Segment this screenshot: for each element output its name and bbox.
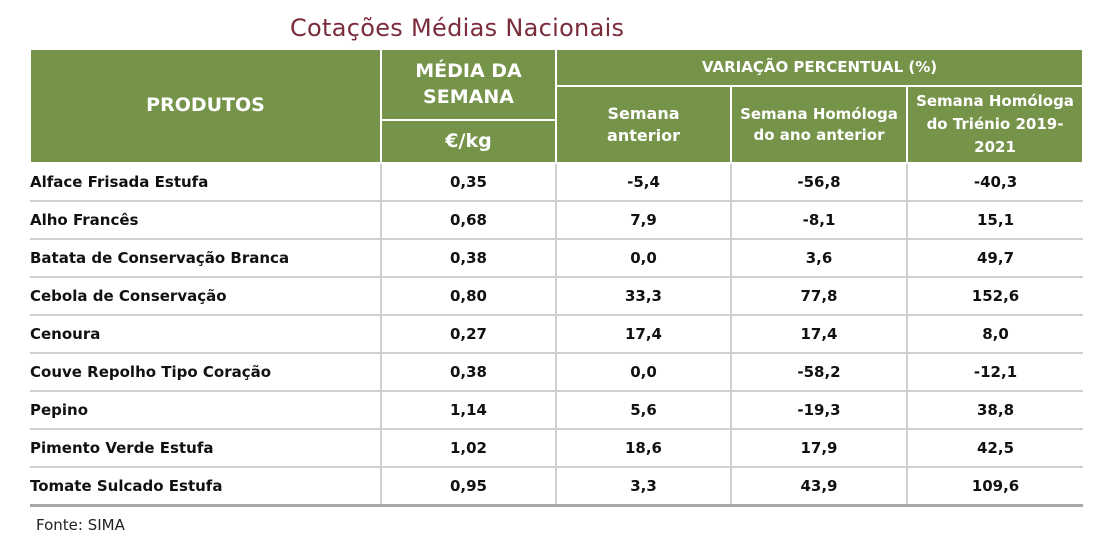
product-name: Cenoura	[30, 315, 381, 354]
product-name: Alface Frisada Estufa	[30, 163, 381, 202]
var-triennium: 152,6	[907, 277, 1084, 316]
weekly-average: 0,95	[380, 467, 557, 507]
table-row: Couve Repolho Tipo Coração 0,38 0,0 -58,…	[30, 353, 1084, 392]
product-name: Batata de Conservação Branca	[30, 239, 381, 278]
header-variacao-percentual: VARIAÇÃO PERCENTUAL (%)	[554, 48, 1085, 87]
var-year-ago: 43,9	[731, 467, 908, 507]
header-homologa-ano: Semana Homóloga do ano anterior	[730, 85, 908, 164]
var-year-ago: -19,3	[731, 391, 908, 430]
product-name: Pimento Verde Estufa	[30, 429, 381, 468]
var-triennium: 42,5	[907, 429, 1084, 468]
weekly-average: 1,02	[380, 429, 557, 468]
weekly-average: 1,14	[380, 391, 557, 430]
var-year-ago: -56,8	[731, 163, 908, 202]
var-triennium: 38,8	[907, 391, 1084, 430]
table-row: Cebola de Conservação 0,80 33,3 77,8 152…	[30, 277, 1084, 316]
product-name: Alho Francês	[30, 201, 381, 240]
var-previous-week: 3,3	[556, 467, 732, 507]
var-previous-week: 0,0	[556, 239, 732, 278]
table-row: Alface Frisada Estufa 0,35 -5,4 -56,8 -4…	[30, 163, 1084, 202]
header-semana-anterior: Semana anterior	[555, 85, 732, 164]
var-previous-week: 18,6	[556, 429, 732, 468]
var-previous-week: 33,3	[556, 277, 732, 316]
var-year-ago: 17,4	[731, 315, 908, 354]
var-year-ago: -58,2	[731, 353, 908, 392]
weekly-average: 0,35	[380, 163, 557, 202]
header-homologa-trienio: Semana Homóloga do Triénio 2019-2021	[905, 85, 1085, 164]
table-row: Alho Francês 0,68 7,9 -8,1 15,1	[30, 201, 1084, 240]
var-previous-week: 17,4	[556, 315, 732, 354]
table-row: Cenoura 0,27 17,4 17,4 8,0	[30, 315, 1084, 354]
table-row: Batata de Conservação Branca 0,38 0,0 3,…	[30, 239, 1084, 278]
weekly-average: 0,68	[380, 201, 557, 240]
product-name: Tomate Sulcado Estufa	[30, 467, 381, 507]
var-previous-week: -5,4	[556, 163, 732, 202]
var-year-ago: 3,6	[731, 239, 908, 278]
var-previous-week: 7,9	[556, 201, 732, 240]
var-triennium: 49,7	[907, 239, 1084, 278]
var-previous-week: 0,0	[556, 353, 732, 392]
var-triennium: -40,3	[907, 163, 1084, 202]
table-row: Pepino 1,14 5,6 -19,3 38,8	[30, 391, 1084, 430]
var-previous-week: 5,6	[556, 391, 732, 430]
var-triennium: 8,0	[907, 315, 1084, 354]
table-row: Pimento Verde Estufa 1,02 18,6 17,9 42,5	[30, 429, 1084, 468]
weekly-average: 0,27	[380, 315, 557, 354]
header-unit: €/kg	[380, 119, 557, 164]
product-name: Couve Repolho Tipo Coração	[30, 353, 381, 392]
weekly-average: 0,80	[380, 277, 557, 316]
page-title: Cotações Médias Nacionais	[290, 14, 625, 42]
product-name: Pepino	[30, 391, 381, 430]
weekly-average: 0,38	[380, 353, 557, 392]
weekly-average: 0,38	[380, 239, 557, 278]
price-table: PRODUTOS MÉDIA DA SEMANA VARIAÇÃO PERCEN…	[29, 48, 1085, 507]
var-triennium: 15,1	[907, 201, 1084, 240]
var-triennium: -12,1	[907, 353, 1084, 392]
var-year-ago: -8,1	[731, 201, 908, 240]
table-row: Tomate Sulcado Estufa 0,95 3,3 43,9 109,…	[30, 467, 1084, 507]
header-produtos: PRODUTOS	[29, 48, 382, 164]
product-name: Cebola de Conservação	[30, 277, 381, 316]
var-year-ago: 17,9	[731, 429, 908, 468]
header-media-semana: MÉDIA DA SEMANA	[380, 48, 557, 121]
source-note: Fonte: SIMA	[36, 516, 125, 534]
var-triennium: 109,6	[907, 467, 1084, 507]
var-year-ago: 77,8	[731, 277, 908, 316]
